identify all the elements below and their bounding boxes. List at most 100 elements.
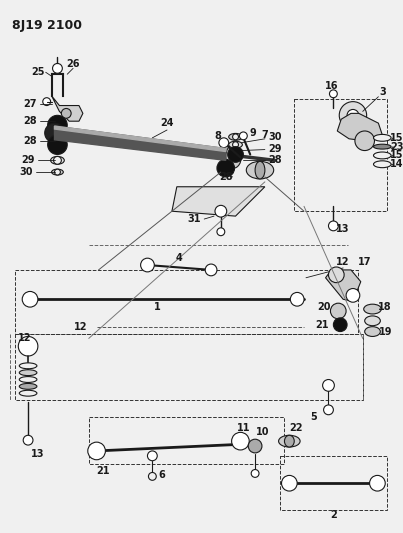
Polygon shape xyxy=(54,126,226,151)
Ellipse shape xyxy=(19,363,37,369)
Circle shape xyxy=(141,258,154,272)
Text: 15: 15 xyxy=(390,150,403,160)
Circle shape xyxy=(61,109,71,118)
Circle shape xyxy=(23,435,33,445)
Text: 16: 16 xyxy=(325,81,338,91)
Circle shape xyxy=(290,293,304,306)
Text: 12: 12 xyxy=(337,257,350,267)
Text: 21: 21 xyxy=(97,465,110,475)
Ellipse shape xyxy=(374,134,391,141)
Ellipse shape xyxy=(226,144,241,168)
Text: 2: 2 xyxy=(330,510,337,520)
Ellipse shape xyxy=(365,327,380,336)
Circle shape xyxy=(239,132,247,140)
Circle shape xyxy=(228,147,243,162)
Text: 10: 10 xyxy=(256,427,270,438)
Circle shape xyxy=(333,318,347,332)
Text: 26: 26 xyxy=(66,60,80,69)
Ellipse shape xyxy=(278,435,300,447)
Ellipse shape xyxy=(51,156,64,164)
Text: 25: 25 xyxy=(31,67,45,77)
Text: 29: 29 xyxy=(268,143,281,154)
Circle shape xyxy=(232,432,249,450)
Circle shape xyxy=(339,102,367,129)
Text: 24: 24 xyxy=(160,118,174,128)
Circle shape xyxy=(346,288,360,302)
Text: 18: 18 xyxy=(378,302,392,312)
Ellipse shape xyxy=(52,169,63,175)
Text: 4: 4 xyxy=(175,253,182,263)
Text: 12: 12 xyxy=(19,334,32,343)
Circle shape xyxy=(48,115,67,135)
Bar xyxy=(280,456,387,510)
Text: 15: 15 xyxy=(390,133,403,143)
Circle shape xyxy=(52,63,62,73)
Text: 20: 20 xyxy=(317,302,330,312)
Ellipse shape xyxy=(374,161,391,168)
Ellipse shape xyxy=(364,304,381,314)
Text: 30: 30 xyxy=(268,132,281,142)
Circle shape xyxy=(282,475,297,491)
Text: 28: 28 xyxy=(23,116,37,126)
Text: 13: 13 xyxy=(31,449,45,459)
Circle shape xyxy=(217,159,235,177)
Text: 22: 22 xyxy=(289,423,303,433)
Text: 28: 28 xyxy=(23,136,37,146)
Text: 29: 29 xyxy=(21,155,35,165)
Circle shape xyxy=(347,109,359,121)
Polygon shape xyxy=(54,126,226,160)
Text: 19: 19 xyxy=(378,327,392,336)
Circle shape xyxy=(323,379,334,391)
Ellipse shape xyxy=(19,390,37,396)
Circle shape xyxy=(22,292,38,307)
Ellipse shape xyxy=(19,370,37,376)
Circle shape xyxy=(370,475,385,491)
Circle shape xyxy=(215,205,227,217)
Polygon shape xyxy=(326,270,361,301)
Text: 12: 12 xyxy=(74,322,88,332)
Text: 21: 21 xyxy=(315,320,328,330)
Circle shape xyxy=(43,98,51,106)
Ellipse shape xyxy=(19,383,37,389)
Text: 11: 11 xyxy=(237,423,250,433)
Circle shape xyxy=(54,156,61,164)
Text: 28: 28 xyxy=(219,172,233,182)
Circle shape xyxy=(88,442,106,460)
Polygon shape xyxy=(52,96,83,121)
Ellipse shape xyxy=(374,144,391,149)
Text: 1: 1 xyxy=(154,302,161,312)
Bar xyxy=(15,270,358,334)
Text: 28: 28 xyxy=(268,155,281,165)
Text: 23: 23 xyxy=(390,142,403,151)
Circle shape xyxy=(54,169,60,175)
Circle shape xyxy=(328,267,344,282)
Circle shape xyxy=(355,131,374,150)
Ellipse shape xyxy=(229,141,242,148)
Ellipse shape xyxy=(229,133,242,140)
Circle shape xyxy=(45,123,64,143)
Text: 30: 30 xyxy=(19,167,33,177)
Polygon shape xyxy=(172,187,265,216)
Bar xyxy=(89,417,285,464)
Ellipse shape xyxy=(19,377,37,383)
Text: 17: 17 xyxy=(358,257,372,267)
Circle shape xyxy=(233,142,239,148)
Ellipse shape xyxy=(246,161,274,179)
Circle shape xyxy=(248,439,262,453)
Ellipse shape xyxy=(365,316,380,326)
Ellipse shape xyxy=(255,161,265,179)
Circle shape xyxy=(147,451,157,461)
Circle shape xyxy=(219,138,229,148)
Ellipse shape xyxy=(374,152,391,159)
Text: 13: 13 xyxy=(337,224,350,234)
Text: 8: 8 xyxy=(214,131,221,141)
Text: 31: 31 xyxy=(188,214,201,224)
Text: 14: 14 xyxy=(390,159,403,169)
Text: 7: 7 xyxy=(262,130,268,140)
Circle shape xyxy=(251,470,259,478)
Text: 6: 6 xyxy=(159,471,166,480)
Circle shape xyxy=(148,472,156,480)
Circle shape xyxy=(18,336,38,356)
Ellipse shape xyxy=(285,435,294,447)
Text: 27: 27 xyxy=(23,99,37,109)
